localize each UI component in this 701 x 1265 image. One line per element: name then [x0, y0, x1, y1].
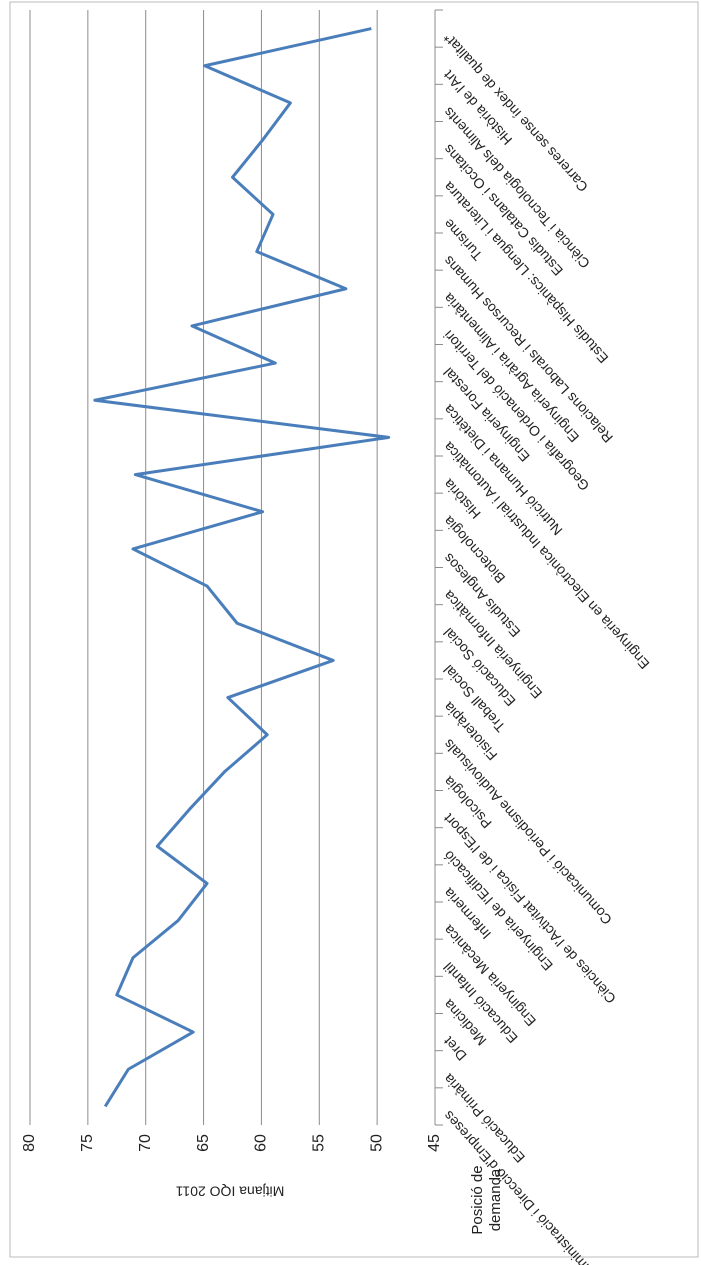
- y-tick-label: 65: [195, 1134, 212, 1152]
- y-tick-label: 60: [253, 1134, 270, 1152]
- x-axis-title: Posició de: [469, 1165, 486, 1234]
- x-axis-title: demanda: [487, 1168, 504, 1231]
- x-tick-label: Administració i Direcció d'Empreses: [440, 1108, 601, 1265]
- chart-frame: [9, 1, 699, 1258]
- y-tick-label: 75: [79, 1134, 96, 1152]
- y-axis-title: Mitjana IQO 2011: [175, 1183, 284, 1199]
- y-tick-label: 45: [426, 1134, 443, 1152]
- data-line: [93, 27, 391, 1108]
- y-tick-label: 55: [311, 1134, 328, 1152]
- x-tick-label: Dret: [440, 1034, 470, 1064]
- y-tick-label: 70: [137, 1134, 154, 1152]
- y-tick-label: 80: [21, 1134, 38, 1152]
- y-tick-label: 50: [368, 1134, 385, 1152]
